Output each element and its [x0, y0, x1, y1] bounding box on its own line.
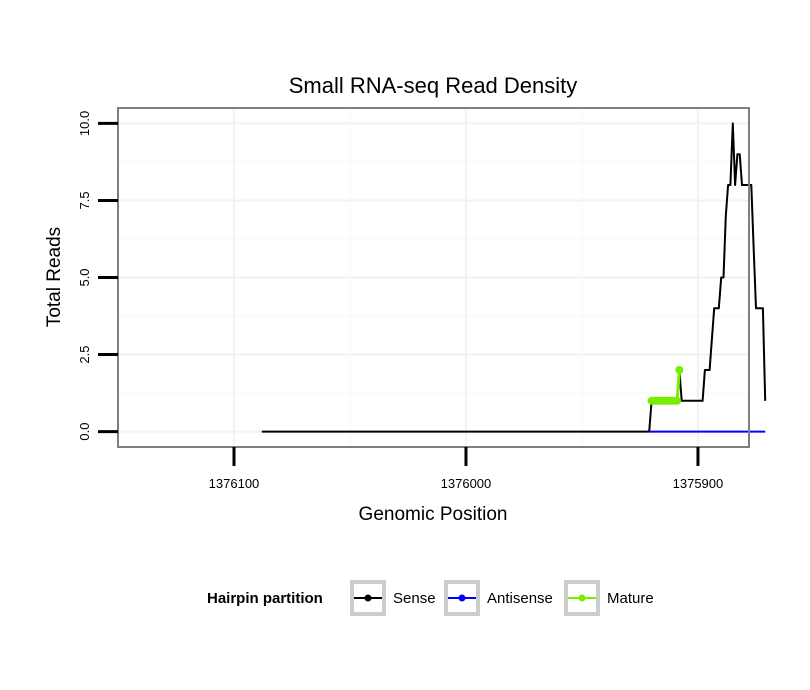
y-axis: 0.0 2.5 5.0 7.5 10.0	[77, 111, 118, 441]
x-axis-label: Genomic Position	[359, 504, 508, 525]
legend-key-point-mature	[578, 594, 586, 602]
mature-point	[675, 365, 684, 374]
mature-point	[673, 396, 682, 405]
y-tick-label: 2.5	[77, 346, 92, 364]
legend-label-sense: Sense	[393, 590, 436, 607]
legend-key-point-sense	[364, 594, 372, 602]
y-tick-label: 0.0	[77, 423, 92, 441]
y-tick-label: 7.5	[77, 191, 92, 209]
chart-title: Small RNA-seq Read Density	[289, 73, 578, 98]
legend-title: Hairpin partition	[207, 590, 323, 607]
y-axis-label: Total Reads	[44, 227, 65, 327]
x-axis: 1376100 1376000 1375900	[209, 447, 724, 491]
y-tick-label: 10.0	[77, 111, 92, 136]
x-tick-label: 1376000	[441, 476, 492, 491]
grid-layer	[118, 108, 749, 447]
y-tick-label: 5.0	[77, 268, 92, 286]
legend: Hairpin partition Sense Antisense Mature	[207, 580, 654, 616]
legend-key-point-antisense	[458, 594, 466, 602]
legend-label-antisense: Antisense	[487, 590, 553, 607]
legend-items: Sense Antisense Mature	[350, 580, 654, 616]
legend-label-mature: Mature	[607, 590, 654, 607]
x-tick-label: 1376100	[209, 476, 260, 491]
x-tick-label: 1375900	[673, 476, 724, 491]
